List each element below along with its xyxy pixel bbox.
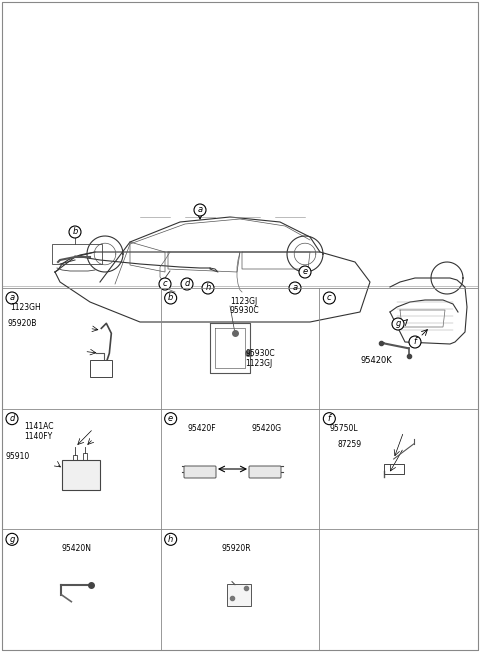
Circle shape: [6, 413, 18, 424]
Circle shape: [289, 282, 301, 294]
Circle shape: [159, 278, 171, 290]
Text: a: a: [10, 293, 14, 303]
Text: 95920R: 95920R: [222, 544, 252, 554]
FancyBboxPatch shape: [90, 361, 112, 378]
Text: a: a: [197, 205, 203, 215]
Text: 1140FY: 1140FY: [24, 432, 52, 441]
Text: d: d: [9, 414, 15, 423]
Circle shape: [165, 533, 177, 545]
Text: h: h: [168, 535, 173, 544]
Text: 1123GJ: 1123GJ: [230, 297, 257, 306]
Circle shape: [194, 204, 206, 216]
Circle shape: [324, 292, 336, 304]
Text: 95920B: 95920B: [7, 319, 36, 328]
Circle shape: [165, 413, 177, 424]
Text: 95420K: 95420K: [361, 357, 393, 365]
Text: e: e: [302, 267, 308, 276]
Bar: [52, 244, 102, 264]
Text: f: f: [413, 338, 417, 346]
FancyBboxPatch shape: [249, 466, 281, 478]
FancyBboxPatch shape: [227, 584, 251, 606]
Circle shape: [409, 336, 421, 348]
Text: b: b: [168, 293, 173, 303]
Text: g: g: [396, 319, 401, 329]
Text: h: h: [205, 284, 211, 293]
FancyBboxPatch shape: [62, 460, 100, 490]
Text: 87259: 87259: [337, 439, 361, 449]
Circle shape: [181, 278, 193, 290]
Text: g: g: [9, 535, 15, 544]
Text: 95420F: 95420F: [188, 424, 216, 433]
Bar: [2, 2, 478, 286]
Text: 1123GH: 1123GH: [10, 303, 41, 312]
Text: 95930C: 95930C: [245, 349, 275, 359]
Circle shape: [6, 533, 18, 545]
Circle shape: [165, 292, 177, 304]
Circle shape: [392, 318, 404, 330]
FancyBboxPatch shape: [184, 466, 216, 478]
Text: 95930C: 95930C: [230, 306, 260, 315]
Text: 95910: 95910: [6, 452, 30, 461]
Text: c: c: [163, 280, 168, 288]
Text: c: c: [327, 293, 332, 303]
Text: 1123GJ: 1123GJ: [245, 359, 272, 368]
Text: 95750L: 95750L: [329, 424, 358, 433]
Text: b: b: [72, 228, 78, 237]
Circle shape: [6, 292, 18, 304]
Circle shape: [69, 226, 81, 238]
Text: 95420G: 95420G: [252, 424, 282, 433]
Text: f: f: [328, 414, 331, 423]
Circle shape: [202, 282, 214, 294]
Text: d: d: [184, 280, 190, 288]
Text: a: a: [292, 284, 298, 293]
Text: e: e: [168, 414, 173, 423]
Text: 1141AC: 1141AC: [24, 422, 53, 431]
Circle shape: [299, 266, 311, 278]
Text: 95420N: 95420N: [61, 544, 91, 554]
Circle shape: [324, 413, 336, 424]
